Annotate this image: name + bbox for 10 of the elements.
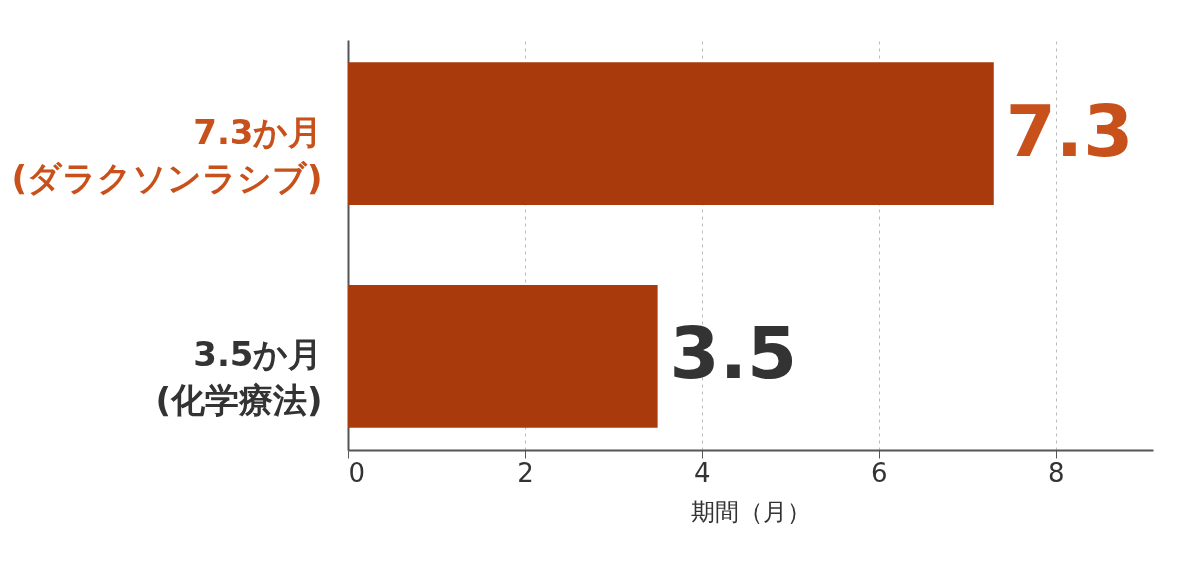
x-axis-title: 期間（月）: [691, 497, 811, 526]
x-tick-label: 0: [348, 457, 366, 488]
x-tick-label: 2: [517, 457, 534, 488]
y-tick-label: 7.3か月 (ダラクソンラシブ): [11, 111, 323, 198]
x-tick-label: 6: [871, 457, 888, 488]
data-label: 3.5: [669, 311, 798, 396]
x-tick-label: 4: [694, 457, 711, 488]
data-label: 7.3: [1005, 88, 1134, 173]
y-tick-label: 3.5か月 (化学療法): [155, 334, 323, 421]
x-tick-label: 8: [1047, 457, 1065, 488]
